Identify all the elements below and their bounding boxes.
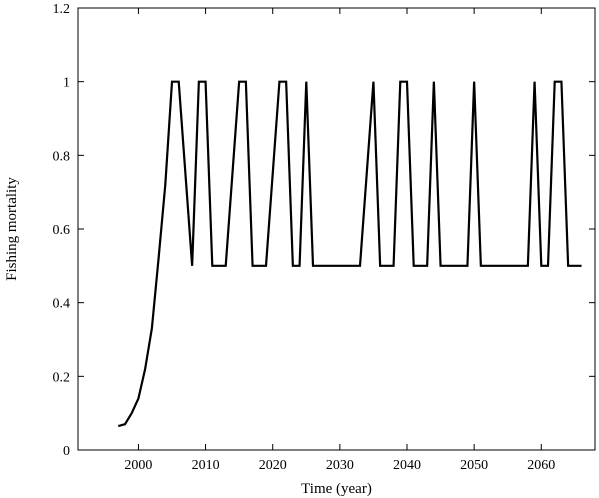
series-line: [117, 80, 582, 428]
x-tick-label: 2020: [259, 458, 287, 473]
x-tick-label: 2010: [192, 458, 220, 473]
y-tick-labels: 0 0.2 0.4 0.6 0.8 1 1.2: [53, 2, 71, 459]
y-axis-title: Fishing mortality: [4, 177, 20, 281]
y-tick-label: 0.8: [53, 149, 71, 164]
x-axis-title: Time (year): [301, 481, 372, 497]
x-tick-label: 2030: [326, 458, 354, 473]
y-tick-label: 1: [63, 76, 70, 91]
y-tick-label: 0: [63, 444, 70, 459]
y-tick-label: 0.4: [53, 297, 71, 312]
y-tick-label: 1.2: [53, 2, 71, 17]
y-tick-label: 0.2: [53, 370, 71, 385]
x-tick-label: 2040: [393, 458, 421, 473]
x-tick-label: 2060: [527, 458, 555, 473]
x-tick-labels: 2000 2010 2020 2030 2040 2050 2060: [124, 458, 555, 473]
x-tick-label: 2000: [124, 458, 152, 473]
x-tick-label: 2050: [460, 458, 488, 473]
plot-frame: [77, 7, 596, 451]
y-tick-label: 0.6: [53, 223, 71, 238]
plot-layer: [117, 80, 582, 428]
